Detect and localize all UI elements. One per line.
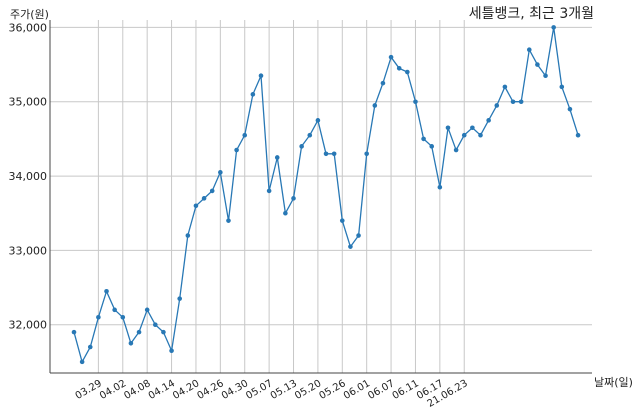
data-point — [453, 147, 459, 153]
x-tick-label: 05.26 — [317, 378, 347, 402]
data-point — [567, 106, 573, 112]
data-point — [380, 80, 386, 86]
data-point — [526, 47, 532, 53]
data-point — [96, 314, 101, 320]
y-tick-label: 32,000 — [9, 319, 48, 332]
data-point — [372, 103, 378, 108]
data-point — [551, 25, 556, 30]
x-tick-label: 06.07 — [366, 378, 396, 402]
x-tick-label: 04.20 — [171, 378, 201, 402]
y-axis-label: 주가(원) — [10, 8, 49, 21]
data-point — [104, 288, 109, 294]
chart-title: 세틀뱅크, 최근 3개월 — [468, 6, 594, 22]
series-line — [73, 27, 579, 364]
x-axis-label: 날짜(일) — [594, 376, 633, 389]
y-tick-label: 35,000 — [9, 96, 48, 109]
x-tick-label: 04.02 — [98, 378, 128, 402]
x-tick-label: 06.01 — [342, 378, 372, 402]
data-point — [396, 66, 402, 71]
data-point — [153, 322, 158, 327]
data-point — [209, 188, 215, 194]
data-point — [177, 296, 182, 301]
data-point — [185, 233, 191, 238]
data-point — [437, 184, 443, 190]
data-point — [543, 73, 548, 79]
data-point — [339, 218, 345, 223]
x-tick-label: 04.26 — [196, 378, 226, 402]
data-point — [575, 132, 581, 138]
data-point — [120, 314, 126, 320]
price-series — [71, 25, 581, 365]
data-point — [307, 132, 313, 138]
x-tick-label: 05.20 — [293, 378, 323, 402]
data-point — [461, 132, 467, 138]
x-tick-label: 05.13 — [269, 378, 299, 402]
data-point — [331, 151, 337, 157]
axes — [49, 20, 592, 374]
data-point — [445, 125, 451, 131]
data-point — [470, 125, 475, 131]
tick-labels: 32,000 33,000 34,000 35,000 36,000 03.2904.02… — [9, 21, 470, 409]
data-point — [283, 210, 288, 216]
data-point — [242, 132, 248, 138]
data-point — [494, 103, 500, 108]
data-point — [226, 218, 231, 223]
data-point — [201, 196, 207, 201]
x-tick-label: 06.11 — [391, 378, 421, 402]
data-point — [291, 196, 296, 201]
data-point — [364, 151, 369, 157]
data-point — [71, 329, 77, 335]
data-point — [234, 147, 239, 153]
data-point — [388, 54, 394, 60]
data-point — [79, 359, 85, 365]
data-point — [478, 132, 483, 138]
data-point — [193, 203, 199, 209]
data-point — [348, 244, 353, 249]
data-point — [323, 151, 329, 157]
data-point — [258, 73, 264, 79]
data-point — [535, 62, 540, 67]
x-tick-label: 03.29 — [74, 378, 104, 402]
x-tick-label: 04.14 — [147, 378, 177, 402]
data-point — [413, 99, 418, 105]
data-point — [502, 84, 508, 90]
data-point — [169, 348, 174, 354]
data-point — [87, 344, 93, 350]
data-point — [112, 307, 117, 313]
data-point — [510, 99, 516, 105]
y-tick-label: 36,000 — [9, 21, 48, 34]
data-point — [421, 136, 426, 142]
grid-lines — [50, 20, 592, 373]
data-point — [144, 307, 150, 313]
data-point — [486, 118, 491, 123]
y-tick-label: 33,000 — [9, 244, 48, 257]
data-point — [161, 329, 166, 335]
data-point — [266, 188, 272, 194]
x-tick-label: 05.07 — [244, 378, 274, 402]
data-point — [356, 233, 361, 238]
x-tick-label: 04.30 — [220, 378, 250, 402]
y-tick-label: 34,000 — [9, 170, 48, 183]
data-point — [136, 329, 142, 335]
data-point — [299, 144, 304, 149]
x-tick-label: 04.08 — [122, 378, 152, 402]
data-point — [218, 170, 223, 175]
data-point — [128, 340, 134, 346]
data-point — [559, 84, 565, 90]
data-point — [250, 92, 256, 97]
data-point — [315, 118, 321, 123]
data-point — [405, 69, 410, 75]
data-point — [429, 144, 435, 149]
data-point — [518, 99, 524, 105]
data-point — [274, 155, 280, 160]
